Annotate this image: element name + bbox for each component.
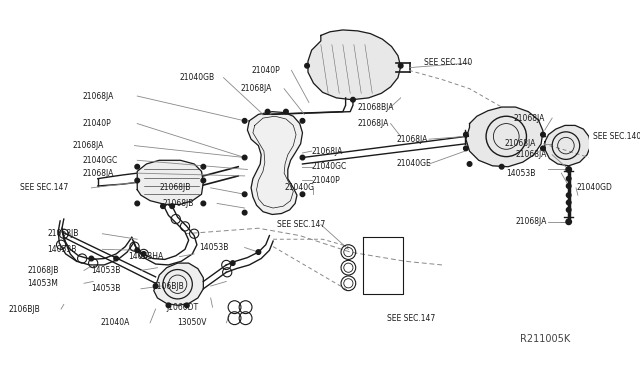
Text: 21040GB: 21040GB (179, 73, 214, 82)
Text: J1060DT: J1060DT (166, 303, 199, 312)
Text: SEE SEC.140: SEE SEC.140 (593, 132, 640, 141)
Text: 14053B: 14053B (47, 245, 77, 254)
Text: 14053HA: 14053HA (128, 252, 163, 261)
Circle shape (243, 119, 247, 123)
Polygon shape (466, 107, 543, 167)
Polygon shape (545, 125, 591, 166)
Text: 21068JA: 21068JA (396, 135, 428, 144)
Text: 14053B: 14053B (92, 266, 121, 275)
Text: SEE SEC.147: SEE SEC.147 (20, 183, 68, 192)
Circle shape (566, 176, 571, 181)
Text: 21040GC: 21040GC (312, 162, 347, 171)
Circle shape (399, 64, 403, 68)
Circle shape (243, 210, 247, 215)
Text: 21040GE: 21040GE (396, 160, 431, 169)
Text: 21068BJA: 21068BJA (358, 103, 394, 112)
Circle shape (161, 204, 165, 208)
Text: 21068JA: 21068JA (515, 150, 547, 159)
Circle shape (135, 164, 140, 169)
Text: 14053B: 14053B (506, 169, 536, 178)
Circle shape (135, 248, 140, 253)
Text: 21068JA: 21068JA (358, 119, 389, 128)
Text: 2106BJB: 2106BJB (9, 305, 40, 314)
Circle shape (305, 64, 309, 68)
Circle shape (467, 162, 472, 166)
Circle shape (284, 109, 288, 114)
Text: R211005K: R211005K (520, 334, 570, 344)
Circle shape (135, 201, 140, 206)
Text: 21068JA: 21068JA (504, 139, 536, 148)
Circle shape (541, 132, 545, 137)
Text: 14053B: 14053B (92, 284, 121, 293)
Text: 21068JA: 21068JA (82, 92, 113, 100)
Circle shape (243, 155, 247, 160)
Circle shape (566, 167, 572, 172)
Circle shape (463, 132, 468, 137)
Polygon shape (308, 30, 401, 100)
Circle shape (243, 192, 247, 196)
Text: 21040P: 21040P (251, 66, 280, 75)
Text: SEE SEC.147: SEE SEC.147 (387, 314, 435, 323)
Text: SEE SEC.140: SEE SEC.140 (424, 58, 472, 67)
Text: 21040P: 21040P (312, 176, 340, 185)
Circle shape (201, 201, 205, 206)
Text: 21068JA: 21068JA (73, 141, 104, 150)
Circle shape (566, 200, 571, 205)
Polygon shape (248, 112, 303, 214)
Text: 21068JA: 21068JA (240, 84, 271, 93)
Circle shape (499, 164, 504, 169)
Circle shape (566, 208, 571, 212)
Text: 21068JA: 21068JA (515, 217, 547, 226)
Circle shape (114, 256, 118, 261)
Circle shape (566, 193, 571, 198)
Circle shape (201, 178, 205, 183)
Circle shape (351, 97, 355, 102)
Circle shape (463, 146, 468, 151)
Text: 21040P: 21040P (82, 119, 111, 128)
Circle shape (566, 184, 571, 188)
Text: 21040A: 21040A (100, 318, 130, 327)
Circle shape (89, 256, 93, 261)
Text: 21068JA: 21068JA (312, 147, 343, 155)
Circle shape (266, 109, 270, 114)
Text: 21068JB: 21068JB (27, 266, 58, 275)
Text: 21040GD: 21040GD (576, 183, 612, 192)
Text: 21068JA: 21068JA (514, 113, 545, 122)
Circle shape (141, 251, 146, 256)
Circle shape (256, 250, 260, 254)
Text: 21068JB: 21068JB (163, 199, 195, 208)
Circle shape (566, 219, 572, 225)
Text: 14053B: 14053B (199, 243, 228, 252)
Circle shape (230, 261, 235, 265)
Circle shape (184, 303, 189, 308)
Polygon shape (137, 160, 204, 204)
Circle shape (201, 164, 205, 169)
Text: 2106BJB: 2106BJB (153, 282, 184, 291)
Text: SEE SEC.147: SEE SEC.147 (276, 220, 325, 229)
Circle shape (154, 284, 158, 288)
Text: 21040G: 21040G (284, 183, 314, 192)
Circle shape (135, 178, 140, 183)
Circle shape (300, 119, 305, 123)
Circle shape (300, 155, 305, 160)
Text: 21068JB: 21068JB (159, 183, 191, 192)
Circle shape (541, 146, 545, 151)
Text: 21068JB: 21068JB (47, 229, 79, 238)
Text: 14053M: 14053M (27, 279, 58, 288)
Circle shape (170, 204, 175, 208)
Text: 21068JA: 21068JA (82, 169, 113, 178)
Text: 13050V: 13050V (178, 318, 207, 327)
Circle shape (166, 303, 171, 308)
Polygon shape (154, 263, 204, 305)
Text: 21040GC: 21040GC (82, 156, 117, 165)
Circle shape (300, 192, 305, 196)
